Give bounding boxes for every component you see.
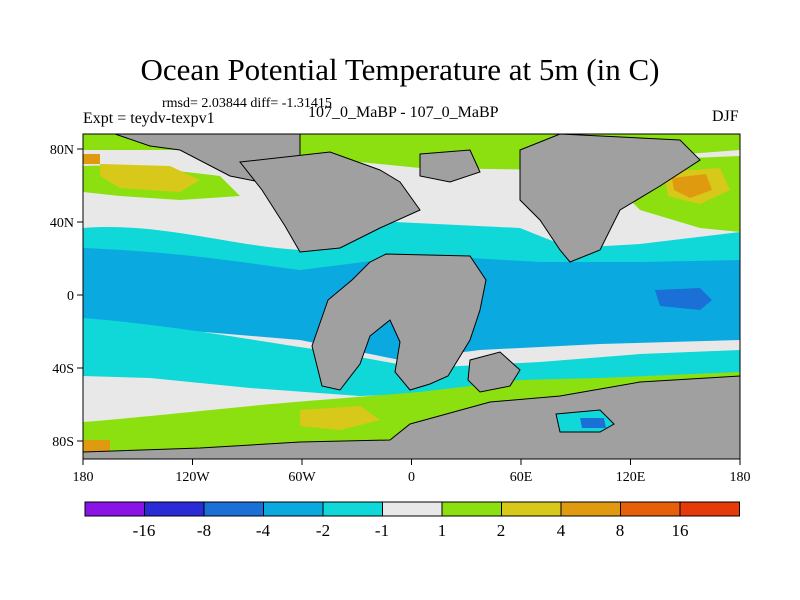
- colorbar-label: -16: [133, 521, 156, 540]
- colorbar-label: 8: [616, 521, 625, 540]
- colorbar-swatch: [560, 501, 621, 517]
- colorbar-swatch: [382, 501, 443, 517]
- colorbar-swatch: [441, 501, 502, 517]
- x-tick-label: 120E: [616, 470, 646, 485]
- x-tick-label: 120W: [175, 470, 210, 485]
- colorbar-label: 16: [672, 521, 689, 540]
- x-tick-label: 180: [73, 470, 94, 485]
- orange-patch-south: [83, 440, 110, 452]
- y-tick-label: 80S: [52, 435, 74, 450]
- colorbar-swatch: [501, 501, 562, 517]
- orange-patch-northwest: [83, 154, 100, 164]
- colorbar-swatch: [620, 501, 681, 517]
- land-masses: [83, 134, 740, 459]
- yellow-patch-south: [300, 406, 380, 430]
- y-tick-label: 0: [67, 289, 74, 304]
- x-tick-label: 0: [408, 470, 415, 485]
- season-label: DJF: [712, 108, 739, 125]
- comparison-label: 107_0_MaBP - 107_0_MaBP: [308, 104, 499, 121]
- colorbar: -16 -8 -4 -2 -1 1 2 4 8 16: [84, 501, 740, 540]
- cyan-band-south: [83, 318, 740, 396]
- x-axis: 180 120W 60W 0 60E 120E 180: [73, 459, 751, 485]
- land-north-island: [419, 149, 481, 183]
- land-central-continent: [311, 253, 487, 391]
- colorbar-label: 1: [438, 521, 447, 540]
- map-title: Ocean Potential Temperature at 5m (in C): [140, 52, 660, 87]
- x-tick-label: 60E: [510, 470, 533, 485]
- colorbar-label: 4: [557, 521, 566, 540]
- colorbar-label: -2: [316, 521, 330, 540]
- colorbar-label: 2: [497, 521, 506, 540]
- land-northern-continent: [239, 151, 421, 253]
- stats-label: rmsd= 2.03844 diff= -1.31415: [162, 96, 332, 111]
- land-antarctica: [83, 375, 740, 459]
- colorbar-swatch: [203, 501, 264, 517]
- y-tick-label: 80N: [50, 143, 74, 158]
- x-tick-label: 180: [730, 470, 751, 485]
- land-south-island: [467, 351, 521, 393]
- orange-patch-northeast: [672, 174, 712, 198]
- land-northeast-continent: [519, 134, 701, 263]
- experiment-label: Expt = teydv-texpv1: [83, 110, 215, 127]
- dark-blue-patch-pacific: [655, 288, 712, 310]
- map-field: [83, 134, 740, 459]
- colorbar-swatch: [144, 501, 205, 517]
- y-tick-label: 40N: [50, 216, 74, 231]
- yellow-patch-northwest: [100, 164, 200, 192]
- colorbar-label: -8: [197, 521, 211, 540]
- blue-embayment: [580, 418, 606, 428]
- colorbar-swatch: [263, 501, 324, 517]
- y-axis: 80N 40N 0 40S 80S: [50, 143, 83, 450]
- x-tick-label: 60W: [288, 470, 316, 485]
- colorbar-label: -1: [375, 521, 389, 540]
- colorbar-swatch: [84, 501, 145, 517]
- colorbar-label: -4: [256, 521, 271, 540]
- colorbar-swatch: [679, 501, 740, 517]
- colorbar-swatch: [322, 501, 383, 517]
- y-tick-label: 40S: [52, 362, 74, 377]
